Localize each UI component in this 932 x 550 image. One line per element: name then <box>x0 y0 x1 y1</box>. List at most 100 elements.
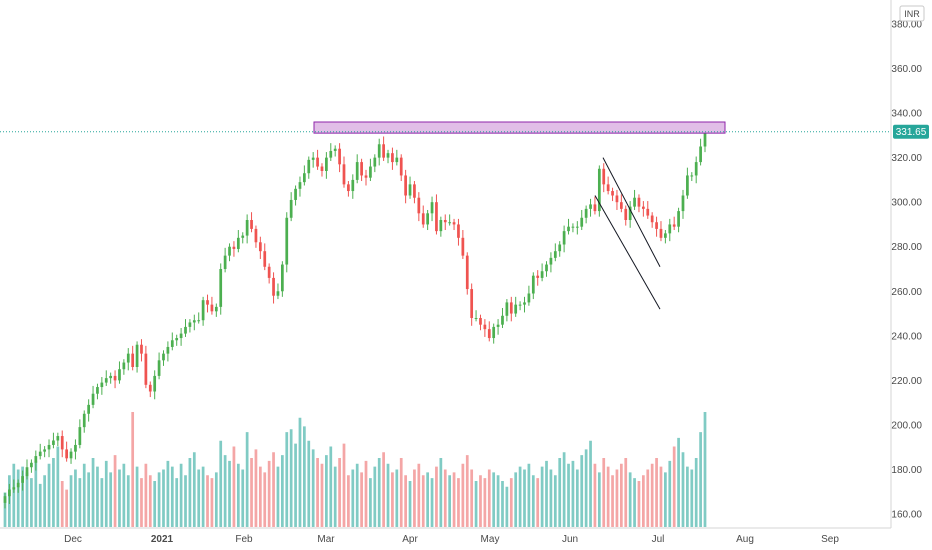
volume-bar <box>289 429 293 527</box>
volume-bar <box>677 437 680 527</box>
volume-bar <box>435 466 438 527</box>
candle-body <box>457 224 460 238</box>
candle-body <box>479 318 482 325</box>
candle-body <box>135 344 139 367</box>
candle-body <box>430 202 434 214</box>
candle-body <box>602 168 606 185</box>
candle-body <box>509 302 513 314</box>
candle-body <box>628 206 632 220</box>
candle-body <box>659 228 663 238</box>
price-tick-label: 180.00 <box>891 465 922 476</box>
candle-body <box>294 188 297 200</box>
candle-body <box>606 184 610 192</box>
volume-bar <box>505 486 509 527</box>
volume-bar <box>43 475 46 527</box>
price-tick-label: 260.00 <box>891 287 922 298</box>
volume-bar <box>694 458 698 527</box>
candle-body <box>166 346 170 354</box>
candle-body <box>461 237 465 256</box>
channel-upper-line[interactable] <box>602 157 661 268</box>
volume-bar <box>329 446 333 527</box>
channel-lower-line[interactable] <box>594 195 661 310</box>
volume-bar <box>131 412 135 527</box>
time-tick-label: May <box>481 534 500 545</box>
candle-body <box>681 195 685 212</box>
volume-bar <box>377 458 381 527</box>
candle-body <box>87 404 91 414</box>
price-tick-label: 320.00 <box>891 153 922 164</box>
resistance-zone[interactable] <box>313 121 726 134</box>
candle-body <box>399 157 403 176</box>
volume-bar <box>333 466 337 527</box>
candle-body <box>162 353 165 361</box>
volume-bar <box>514 472 518 527</box>
price-tick-label: 240.00 <box>891 331 922 342</box>
candle-body <box>672 224 676 227</box>
volume-bar <box>3 492 7 527</box>
candle-body <box>386 153 390 158</box>
currency-badge[interactable]: INR <box>899 5 925 22</box>
volume-bar <box>391 472 394 527</box>
volume-bar <box>619 463 623 527</box>
volume-bar <box>250 458 253 527</box>
volume-bar <box>395 469 399 527</box>
volume-bar <box>236 463 240 527</box>
volume-bar <box>276 466 280 527</box>
candle-body <box>404 175 407 196</box>
volume-bar <box>91 458 95 527</box>
candle-body <box>38 451 42 457</box>
volume-bar <box>175 478 179 527</box>
candle-body <box>245 220 249 236</box>
candle-body <box>320 166 324 171</box>
volume-bar <box>501 481 504 527</box>
volume-bar <box>21 466 24 527</box>
candle-body <box>52 440 55 445</box>
price-tick-label: 380.00 <box>891 20 922 31</box>
volume-bar <box>122 463 126 527</box>
candle-body <box>373 157 377 167</box>
candle-body <box>342 164 346 185</box>
volume-bar <box>144 463 148 527</box>
candle-body <box>448 222 452 224</box>
candle-body <box>518 304 522 306</box>
candle-body <box>96 387 99 394</box>
candle-body <box>597 168 601 212</box>
candle-body <box>250 220 253 229</box>
time-tick-label: Mar <box>317 534 335 545</box>
candle-body <box>470 289 474 318</box>
volume-bar <box>593 463 597 527</box>
time-tick-label: Jul <box>652 534 665 545</box>
candle-body <box>443 220 447 223</box>
candle-body <box>355 162 359 180</box>
candle-body <box>157 360 161 376</box>
candle-body <box>329 150 333 158</box>
volume-bar <box>241 469 245 527</box>
volume-bar <box>60 481 64 527</box>
volume-bar <box>611 475 614 527</box>
volume-bar <box>254 449 258 527</box>
volume-bar <box>30 478 33 527</box>
price-axis[interactable]: 380.00 360.00 340.00 320.00 300.00 280.00 260.… <box>891 20 922 521</box>
volume-bar <box>303 426 306 527</box>
time-axis[interactable]: Dec 2021 Feb Mar Apr May Jun Jul Aug Sep <box>64 534 839 545</box>
candle-body <box>505 302 509 316</box>
volume-bar <box>465 455 469 527</box>
candle-body <box>104 378 108 383</box>
volume-bar <box>74 469 77 527</box>
candle-body <box>16 482 20 488</box>
volume-bar <box>470 469 474 527</box>
volume-bar <box>364 460 368 527</box>
volume-bar <box>184 475 187 527</box>
candle-body <box>699 146 702 163</box>
volume-bar <box>540 466 544 527</box>
candle-body <box>82 413 86 428</box>
volume-bar <box>100 478 104 527</box>
volume-bar <box>25 472 29 527</box>
price-tick-label: 360.00 <box>891 64 922 75</box>
candle-body <box>536 275 540 278</box>
time-tick-label: Jun <box>562 534 578 545</box>
volume-bar <box>47 463 51 527</box>
volume-bar <box>12 463 16 527</box>
candle-body <box>25 467 29 477</box>
